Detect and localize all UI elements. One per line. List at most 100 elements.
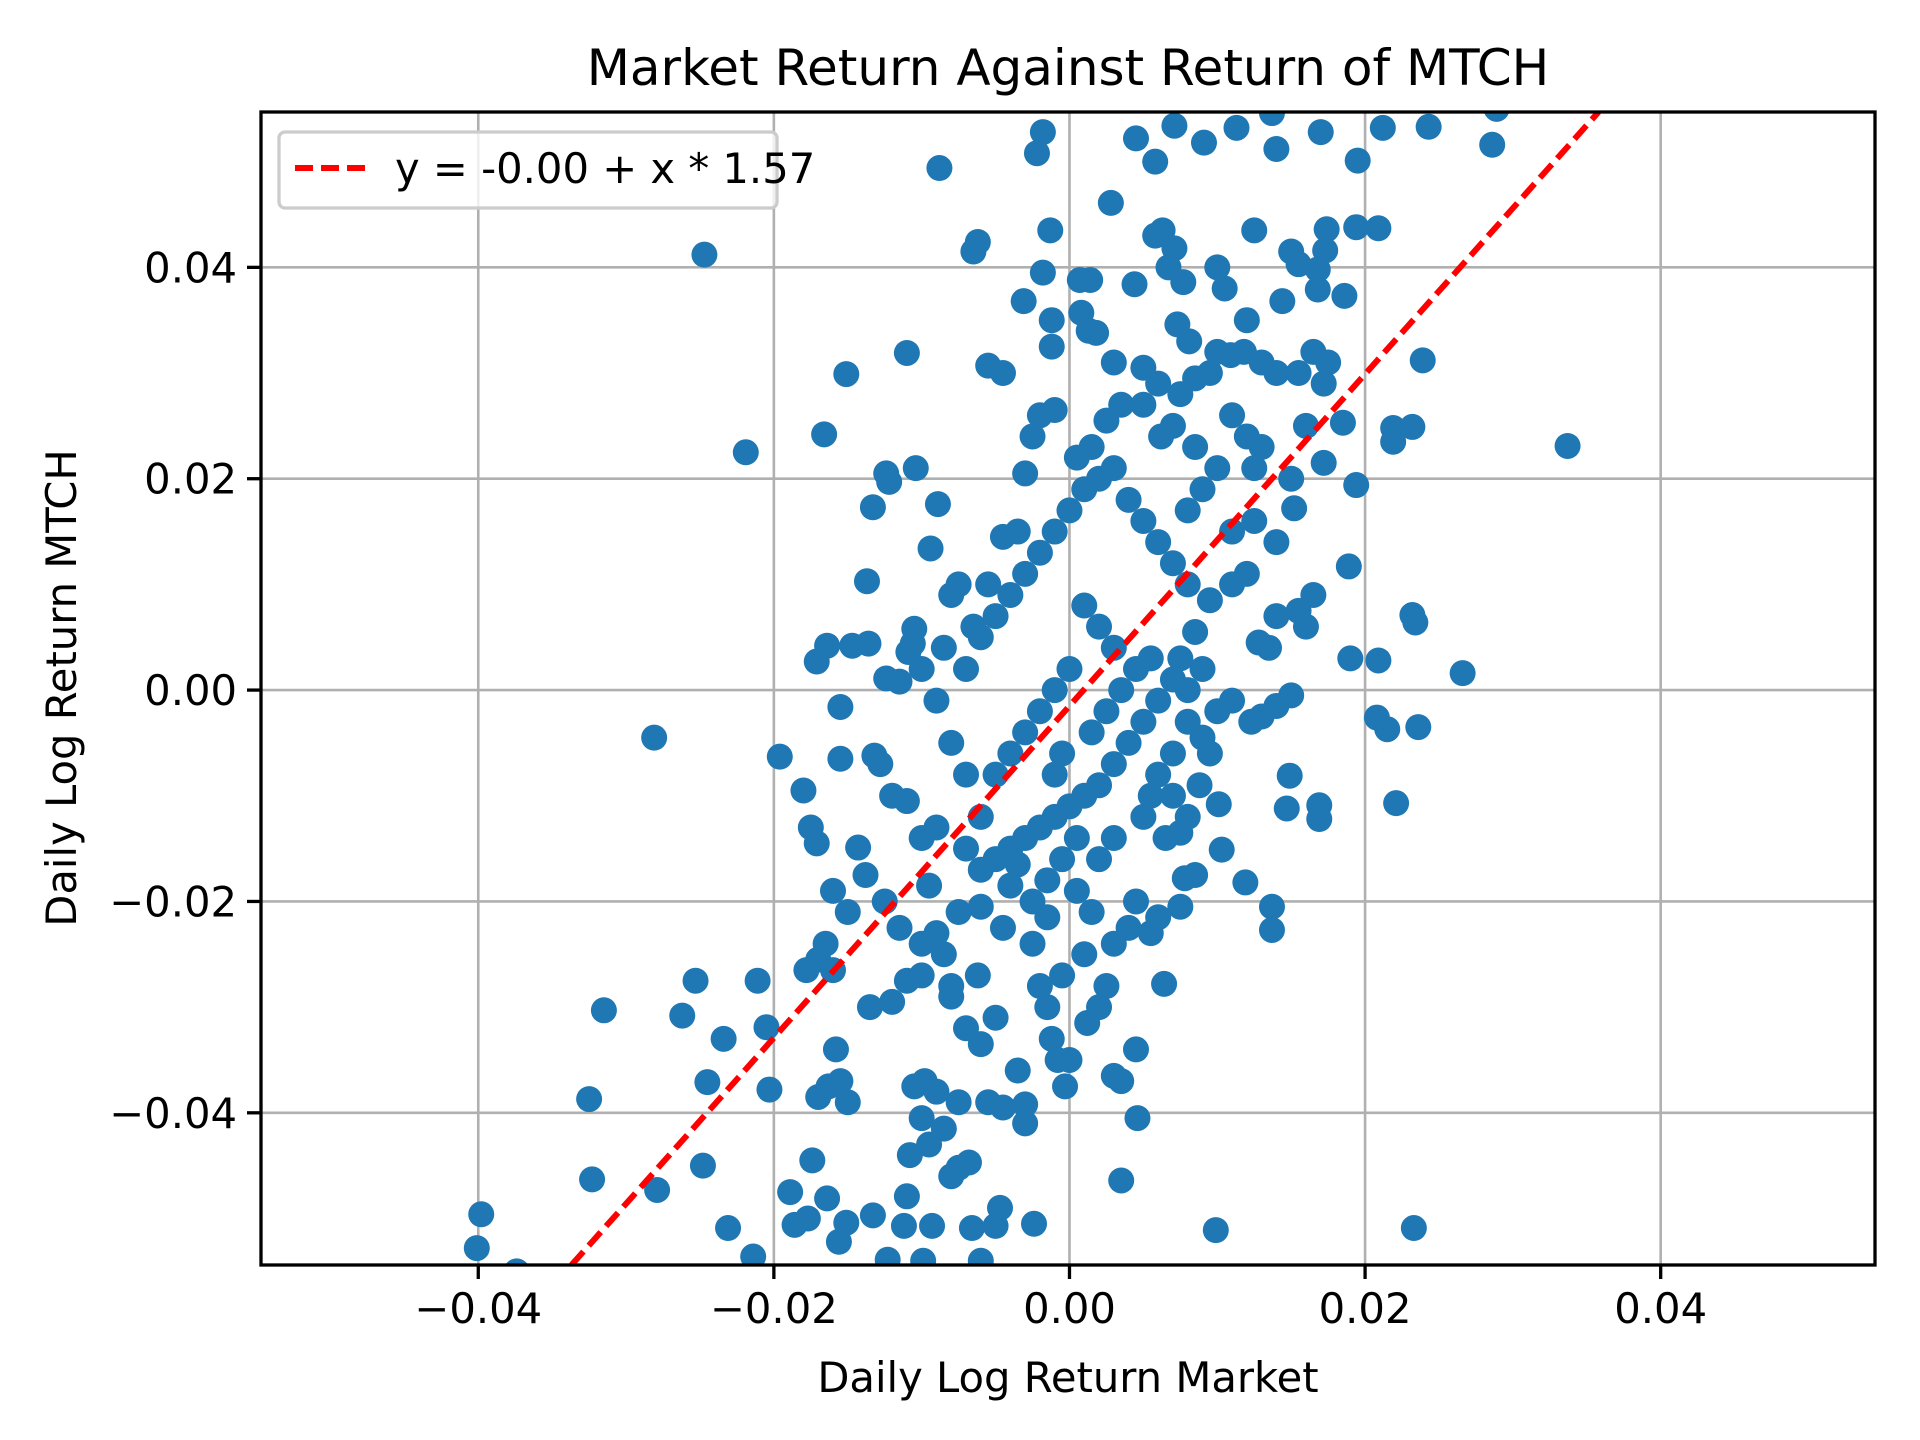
scatter-point xyxy=(822,1036,849,1063)
scatter-point xyxy=(1100,349,1127,376)
scatter-point xyxy=(1258,893,1285,920)
scatter-point xyxy=(1285,360,1312,387)
scatter-point xyxy=(1159,782,1186,809)
scatter-point xyxy=(1071,941,1098,968)
scatter-point xyxy=(1310,370,1337,397)
scatter-point xyxy=(1010,288,1037,315)
scatter-point xyxy=(1108,1167,1135,1194)
scatter-point xyxy=(1276,762,1303,789)
scatter-point xyxy=(997,740,1024,767)
scatter-point xyxy=(989,360,1016,387)
x-tick-label: −0.04 xyxy=(414,1284,542,1333)
scatter-point xyxy=(953,1015,980,1042)
scatter-point xyxy=(1100,825,1127,852)
scatter-point xyxy=(874,1246,901,1265)
scatter-point xyxy=(1012,1110,1039,1137)
scatter-point xyxy=(1145,529,1172,556)
scatter-point xyxy=(1409,347,1436,374)
scatter-point xyxy=(1405,714,1432,741)
scatter-point xyxy=(982,761,1009,788)
scatter-point xyxy=(1034,867,1061,894)
scatter-point xyxy=(1012,460,1039,487)
scatter-point xyxy=(989,914,1016,941)
scatter-point xyxy=(1204,455,1231,482)
scatter-point xyxy=(1038,1025,1065,1052)
scatter-point xyxy=(682,967,709,994)
scatter-point xyxy=(1196,587,1223,614)
scatter-point xyxy=(1219,518,1246,545)
scatter-point xyxy=(1343,214,1370,241)
scatter-point xyxy=(1078,434,1105,461)
scatter-point xyxy=(834,1089,861,1116)
scatter-point xyxy=(1554,432,1581,459)
scatter-point xyxy=(1130,803,1157,830)
scatter-point xyxy=(886,914,913,941)
scatter-point xyxy=(1174,677,1201,704)
scatter-point xyxy=(997,581,1024,608)
scatter-point xyxy=(1100,634,1127,661)
scatter-point xyxy=(1245,629,1272,656)
scatter-point xyxy=(1400,1215,1427,1242)
scatter-point xyxy=(919,1212,946,1239)
scatter-point xyxy=(997,872,1024,899)
scatter-point xyxy=(987,1194,1014,1221)
scatter-point xyxy=(853,568,880,595)
scatter-point xyxy=(924,491,951,518)
scatter-point xyxy=(1315,349,1342,376)
scatter-point xyxy=(766,743,793,770)
scatter-point xyxy=(1292,613,1319,640)
scatter-point xyxy=(1273,795,1300,822)
scatter-point xyxy=(794,1205,821,1232)
regression-fit-line xyxy=(569,112,1601,1265)
scatter-point xyxy=(689,1152,716,1179)
scatter-point xyxy=(855,630,882,657)
scatter-point xyxy=(811,421,838,448)
scatter-point xyxy=(1337,645,1364,672)
scatter-point xyxy=(1130,391,1157,418)
scatter-point xyxy=(1038,307,1065,334)
scatter-point xyxy=(1263,603,1290,630)
scatter-point xyxy=(1380,428,1407,455)
scatter-point xyxy=(505,1258,529,1265)
scatter-point xyxy=(1037,217,1064,244)
scatter-point xyxy=(1130,507,1157,534)
scatter-point xyxy=(1219,571,1246,598)
scatter-point xyxy=(917,535,944,562)
scatter-point xyxy=(641,724,668,751)
scatter-point xyxy=(1307,119,1334,146)
scatter-point xyxy=(1167,645,1194,672)
scatter-point xyxy=(1100,455,1127,482)
scatter-point xyxy=(834,899,861,926)
scatter-point xyxy=(893,339,920,366)
scatter-point xyxy=(859,494,886,521)
scatter-point xyxy=(1038,333,1065,360)
scatter-point xyxy=(1196,360,1223,387)
scatter-point xyxy=(908,962,935,989)
scatter-point xyxy=(1071,592,1098,619)
scatter-point xyxy=(805,1083,832,1110)
scatter-point xyxy=(1108,391,1135,418)
scatter-point xyxy=(896,1142,923,1169)
scatter-point xyxy=(691,241,718,268)
scatter-point xyxy=(1241,455,1268,482)
scatter-point xyxy=(590,997,617,1024)
scatter-point xyxy=(1026,539,1053,566)
scatter-point xyxy=(859,1202,886,1229)
scatter-point xyxy=(1182,618,1209,645)
scatter-point xyxy=(1186,772,1213,799)
scatter-point xyxy=(740,1243,767,1265)
scatter-point xyxy=(1012,1091,1039,1118)
scatter-point xyxy=(1012,719,1039,746)
scatter-point xyxy=(1190,129,1217,156)
scatter-point xyxy=(1097,189,1124,216)
scatter-point xyxy=(753,1014,780,1041)
scatter-point xyxy=(938,581,965,608)
scatter-point xyxy=(790,777,817,804)
scatter-point xyxy=(910,1247,937,1265)
scatter-point xyxy=(1329,409,1356,436)
scatter-point xyxy=(953,835,980,862)
scatter-point xyxy=(1343,472,1370,499)
scatter-point xyxy=(890,1212,917,1239)
scatter-point xyxy=(1344,147,1371,174)
scatter-point xyxy=(1026,698,1053,725)
